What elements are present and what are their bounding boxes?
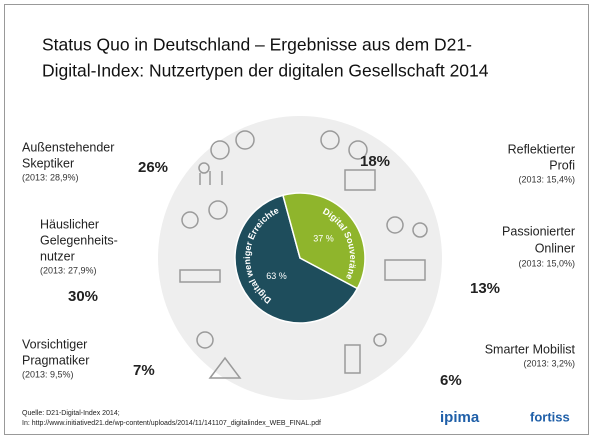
- user-type-previous: (2013: 3,2%): [523, 358, 575, 368]
- illustrations: [179, 130, 428, 379]
- user-type-label: Passionierter: [502, 224, 575, 238]
- user-type-label: Skeptiker: [22, 156, 74, 170]
- pie-slice: [282, 192, 366, 290]
- user-type-label: Onliner: [535, 241, 575, 255]
- user-type-previous: (2013: 15,0%): [518, 258, 575, 268]
- logo: ipima: [440, 409, 480, 426]
- user-type-label: Außenstehender: [22, 140, 114, 154]
- user-type-previous: (2013: 15,4%): [518, 174, 575, 184]
- user-type-label: Gelegenheits-: [40, 233, 118, 247]
- user-type-share: 7%: [133, 362, 155, 379]
- user-type-share: 6%: [440, 372, 462, 389]
- user-type-share: 18%: [360, 153, 390, 170]
- source-note: In: http://www.initiatived21.de/wp-conte…: [22, 420, 321, 427]
- user-type-label: nutzer: [40, 249, 75, 263]
- user-type-share: 26%: [138, 159, 168, 176]
- slice-value-label: 37 %: [313, 234, 334, 244]
- pie-slice: [234, 194, 359, 324]
- logo: fortiss: [530, 409, 570, 424]
- user-type-label: Vorsichtiger: [22, 337, 87, 351]
- user-type-previous: (2013: 27,9%): [40, 265, 97, 275]
- user-type-label: Häuslicher: [40, 217, 99, 231]
- slide-title: Status Quo in Deutschland – Ergebnisse a…: [42, 35, 472, 55]
- user-type-label: Smarter Mobilist: [485, 342, 576, 356]
- user-type-label: Pragmatiker: [22, 353, 89, 367]
- slide-title: Digital-Index: Nutzertypen der digitalen…: [42, 61, 489, 81]
- source-note: Quelle: D21-Digital-Index 2014;: [22, 410, 120, 417]
- user-type-previous: (2013: 28,9%): [22, 172, 79, 182]
- user-type-share: 30%: [68, 288, 98, 305]
- user-type-previous: (2013: 9,5%): [22, 369, 74, 379]
- slice-value-label: 63 %: [266, 271, 287, 281]
- user-type-label: Profi: [549, 158, 575, 172]
- user-type-share: 13%: [470, 280, 500, 297]
- user-type-label: Reflektierter: [508, 142, 575, 156]
